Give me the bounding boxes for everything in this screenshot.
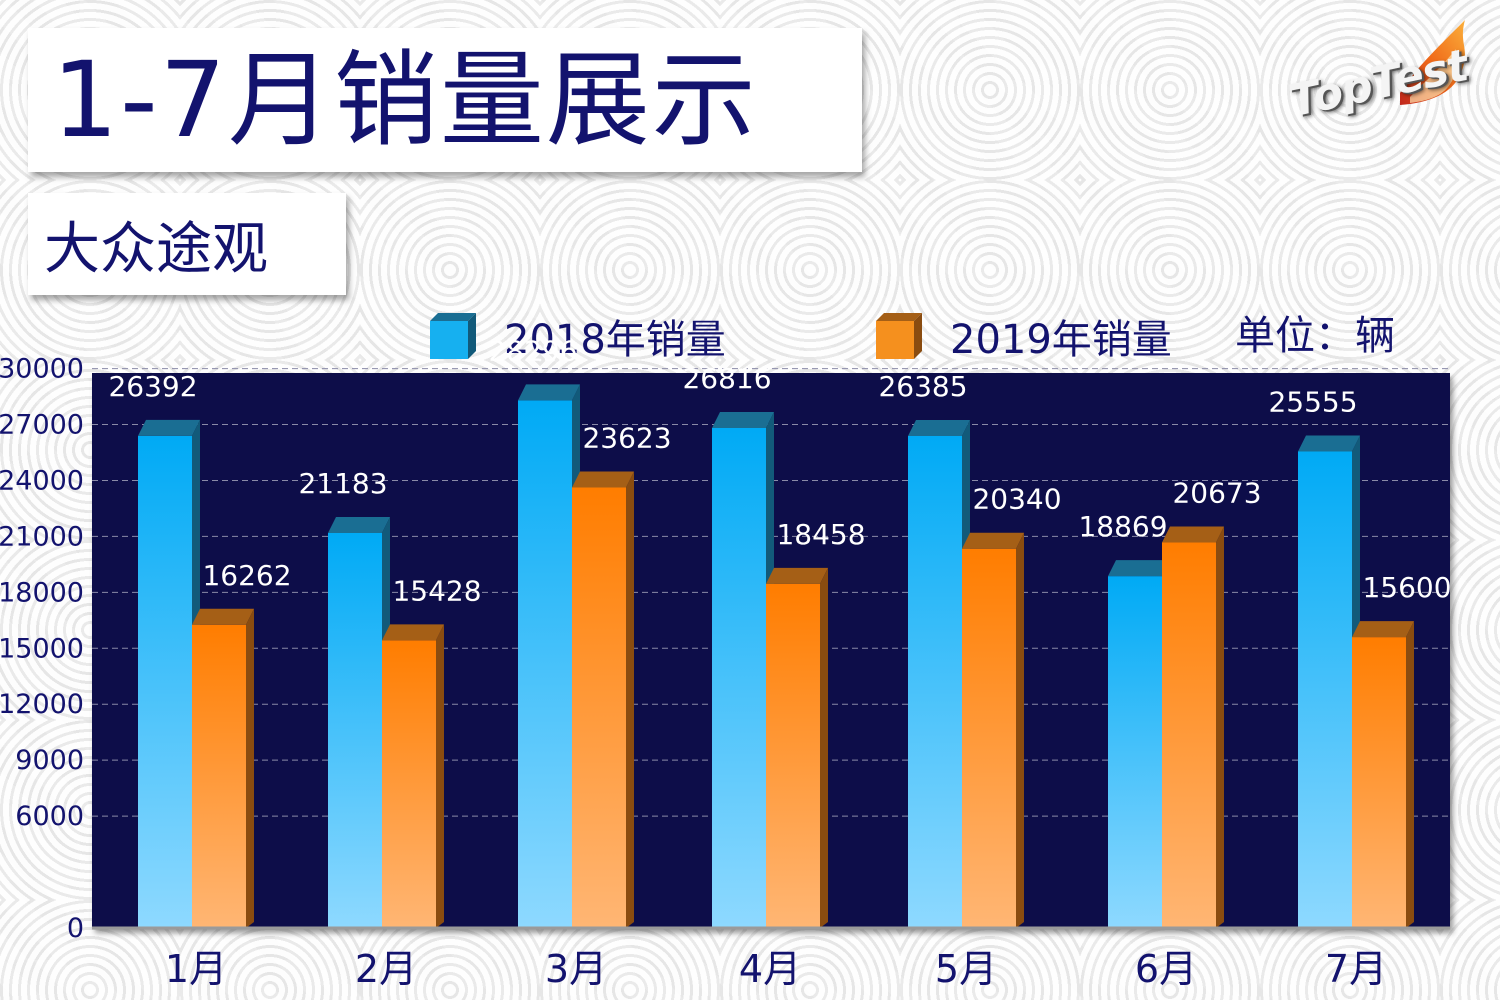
bar (712, 411, 774, 928)
bar-front (766, 583, 820, 928)
y-tick-label: 18000 (0, 577, 84, 608)
bar-top (1352, 621, 1414, 638)
bar-side (1016, 532, 1024, 928)
data-label: 26816 (682, 362, 771, 395)
bar-top (1108, 560, 1170, 577)
y-tick-label: 21000 (0, 521, 84, 552)
x-tick-label: 3月 (545, 947, 607, 991)
data-label: 18869 (1078, 510, 1167, 543)
y-tick-label: 30000 (0, 354, 84, 385)
data-label: 25555 (1268, 385, 1357, 418)
subtitle-panel: 大众途观 (28, 193, 346, 295)
legend-swatch-2019 (876, 313, 922, 359)
unit-label: 单位：辆 (1235, 313, 1395, 359)
x-tick-label: 2月 (355, 947, 417, 991)
bar-front (1162, 542, 1216, 928)
bar-top (138, 419, 200, 436)
bar-side (246, 608, 254, 928)
bar-top (518, 384, 580, 401)
bar (518, 384, 580, 928)
bar (138, 419, 200, 928)
bar (766, 567, 828, 928)
bar (328, 517, 390, 928)
bar-front (572, 487, 626, 928)
bar-front (712, 427, 766, 928)
x-tick-label: 6月 (1135, 947, 1197, 991)
legend-item-2019: 2019年销量 (876, 310, 1172, 363)
legend-label-2019: 2019年销量 (950, 317, 1172, 363)
bar-side (1216, 526, 1224, 928)
bar-top (712, 411, 774, 428)
bar-top (766, 567, 828, 584)
data-label: 28296 (488, 334, 577, 367)
bar (908, 419, 970, 928)
y-tick-label: 0 (67, 913, 84, 944)
data-label: 23623 (582, 422, 671, 455)
toptest-logo: TopTest (1280, 15, 1480, 145)
bar-front (908, 435, 962, 928)
bar-top (908, 419, 970, 436)
bar (1162, 526, 1224, 928)
x-tick-label: 5月 (935, 947, 997, 991)
data-label: 15600 (1362, 571, 1451, 604)
page-title: 1-7月销量展示 (52, 39, 758, 161)
legend-swatch-2018 (430, 313, 476, 359)
bar (1108, 560, 1170, 928)
data-label: 20340 (972, 483, 1061, 516)
bar-top (382, 624, 444, 641)
y-tick-label: 12000 (0, 689, 84, 720)
bar-top (572, 471, 634, 488)
bar-front (382, 640, 436, 928)
bar-top (1162, 526, 1224, 543)
data-label: 16262 (202, 559, 291, 592)
data-label: 15428 (392, 574, 481, 607)
bar-front (962, 548, 1016, 928)
bar-front (1298, 451, 1352, 928)
data-label: 26385 (878, 370, 967, 403)
bar-top (328, 517, 390, 534)
bar-side (436, 624, 444, 928)
x-tick-label: 1月 (165, 947, 227, 991)
data-label: 21183 (298, 467, 387, 500)
data-label: 20673 (1172, 477, 1261, 510)
x-tick-label: 7月 (1325, 947, 1387, 991)
bar-front (1352, 637, 1406, 928)
legend-item-2018: 2018年销量 (430, 310, 726, 363)
bar-side (820, 567, 828, 928)
bar-top (962, 532, 1024, 549)
bar-side (626, 471, 634, 928)
legend-label-2018: 2018年销量 (504, 317, 726, 363)
bar-front (328, 533, 382, 928)
bar-front (138, 435, 192, 928)
bar (1298, 435, 1360, 928)
flame-icon (1400, 20, 1466, 105)
bar-front (192, 624, 246, 928)
y-tick-label: 27000 (0, 410, 84, 441)
y-tick-label: 15000 (0, 633, 84, 664)
bar-front (1108, 576, 1162, 928)
y-tick-label: 24000 (0, 465, 84, 496)
bar-front (518, 400, 572, 928)
bar-side (1406, 621, 1414, 928)
bar-top (192, 608, 254, 625)
bar (572, 471, 634, 928)
bar-top (1298, 435, 1360, 452)
y-tick-label: 9000 (15, 745, 84, 776)
bar (382, 624, 444, 928)
page-subtitle: 大众途观 (44, 216, 268, 282)
bar (962, 532, 1024, 928)
bar (192, 608, 254, 928)
bar (1352, 621, 1414, 928)
x-tick-label: 4月 (739, 947, 801, 991)
data-label: 26392 (108, 370, 197, 403)
y-tick-label: 6000 (15, 801, 84, 832)
title-panel: 1-7月销量展示 (28, 28, 862, 172)
data-label: 18458 (776, 518, 865, 551)
